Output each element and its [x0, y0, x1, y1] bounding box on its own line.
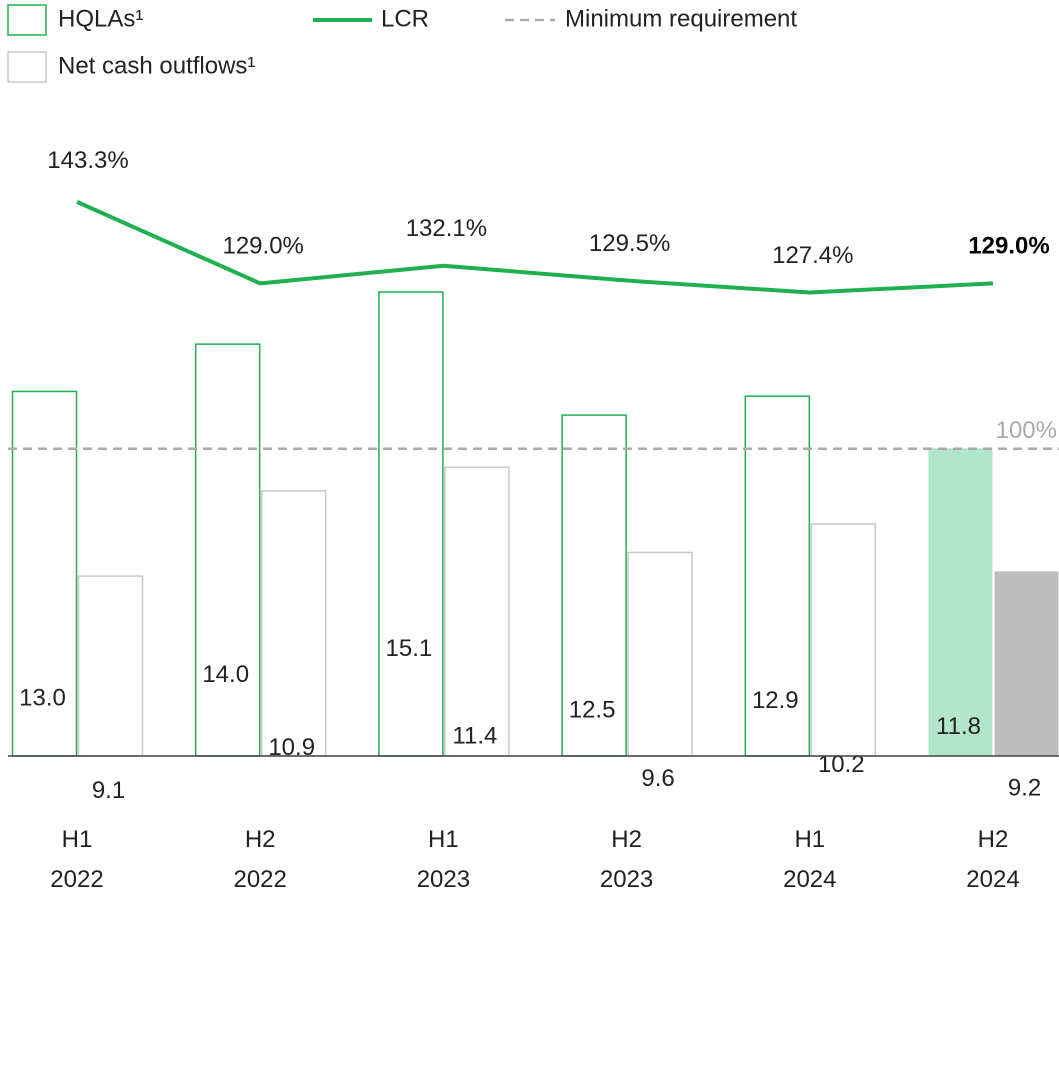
- bar: [810, 523, 877, 757]
- bar-value-label: 9.1: [92, 777, 125, 804]
- bar-value-label: 10.9: [268, 734, 315, 761]
- bar-value-label: 12.5: [569, 696, 616, 723]
- legend-label: LCR: [381, 5, 429, 32]
- line-value-label: 129.0%: [222, 233, 303, 260]
- bar: [994, 571, 1059, 756]
- bar-value-label: 11.4: [452, 722, 497, 749]
- bar: [77, 575, 144, 757]
- legend-label: Minimum requirement: [565, 5, 797, 32]
- x-tick-label: H2 2024: [966, 826, 1020, 893]
- line-value-label: 129.5%: [589, 230, 670, 257]
- reference-label: 100%: [996, 417, 1057, 444]
- legend-swatch: [7, 4, 47, 36]
- bar-value-label: 13.0: [19, 685, 66, 712]
- bar-value-label: 9.2: [1008, 774, 1041, 801]
- x-tick-label: H1 2024: [783, 826, 837, 893]
- legend-label: Net cash outflows¹: [58, 52, 255, 79]
- bar-value-label: 14.0: [202, 661, 249, 688]
- bar: [194, 343, 261, 757]
- line-value-label: 143.3%: [47, 147, 128, 174]
- x-tick-label: H2 2022: [233, 826, 287, 893]
- bar: [928, 448, 993, 756]
- bar-value-label: 10.2: [818, 751, 865, 778]
- x-tick-label: H2 2023: [599, 826, 654, 893]
- bar-value-label: 15.1: [386, 635, 433, 662]
- bar-value-label: 11.8: [936, 713, 981, 740]
- bar: [627, 551, 693, 757]
- bar: [444, 466, 510, 757]
- line-value-label: 132.1%: [406, 215, 487, 242]
- bar: [378, 291, 444, 757]
- line-value-label: 127.4%: [772, 242, 853, 269]
- x-tick-label: H1 2023: [416, 826, 471, 893]
- bar-value-label: 12.9: [752, 687, 799, 714]
- lcr-line: [76, 200, 994, 295]
- legend-swatch: [7, 51, 47, 83]
- line-value-label: 129.0%: [968, 233, 1049, 260]
- x-tick-label: H1 2022: [50, 826, 104, 893]
- legend-label: HQLAs¹: [58, 5, 143, 32]
- bar: [260, 490, 327, 757]
- bar-value-label: 9.6: [641, 765, 674, 792]
